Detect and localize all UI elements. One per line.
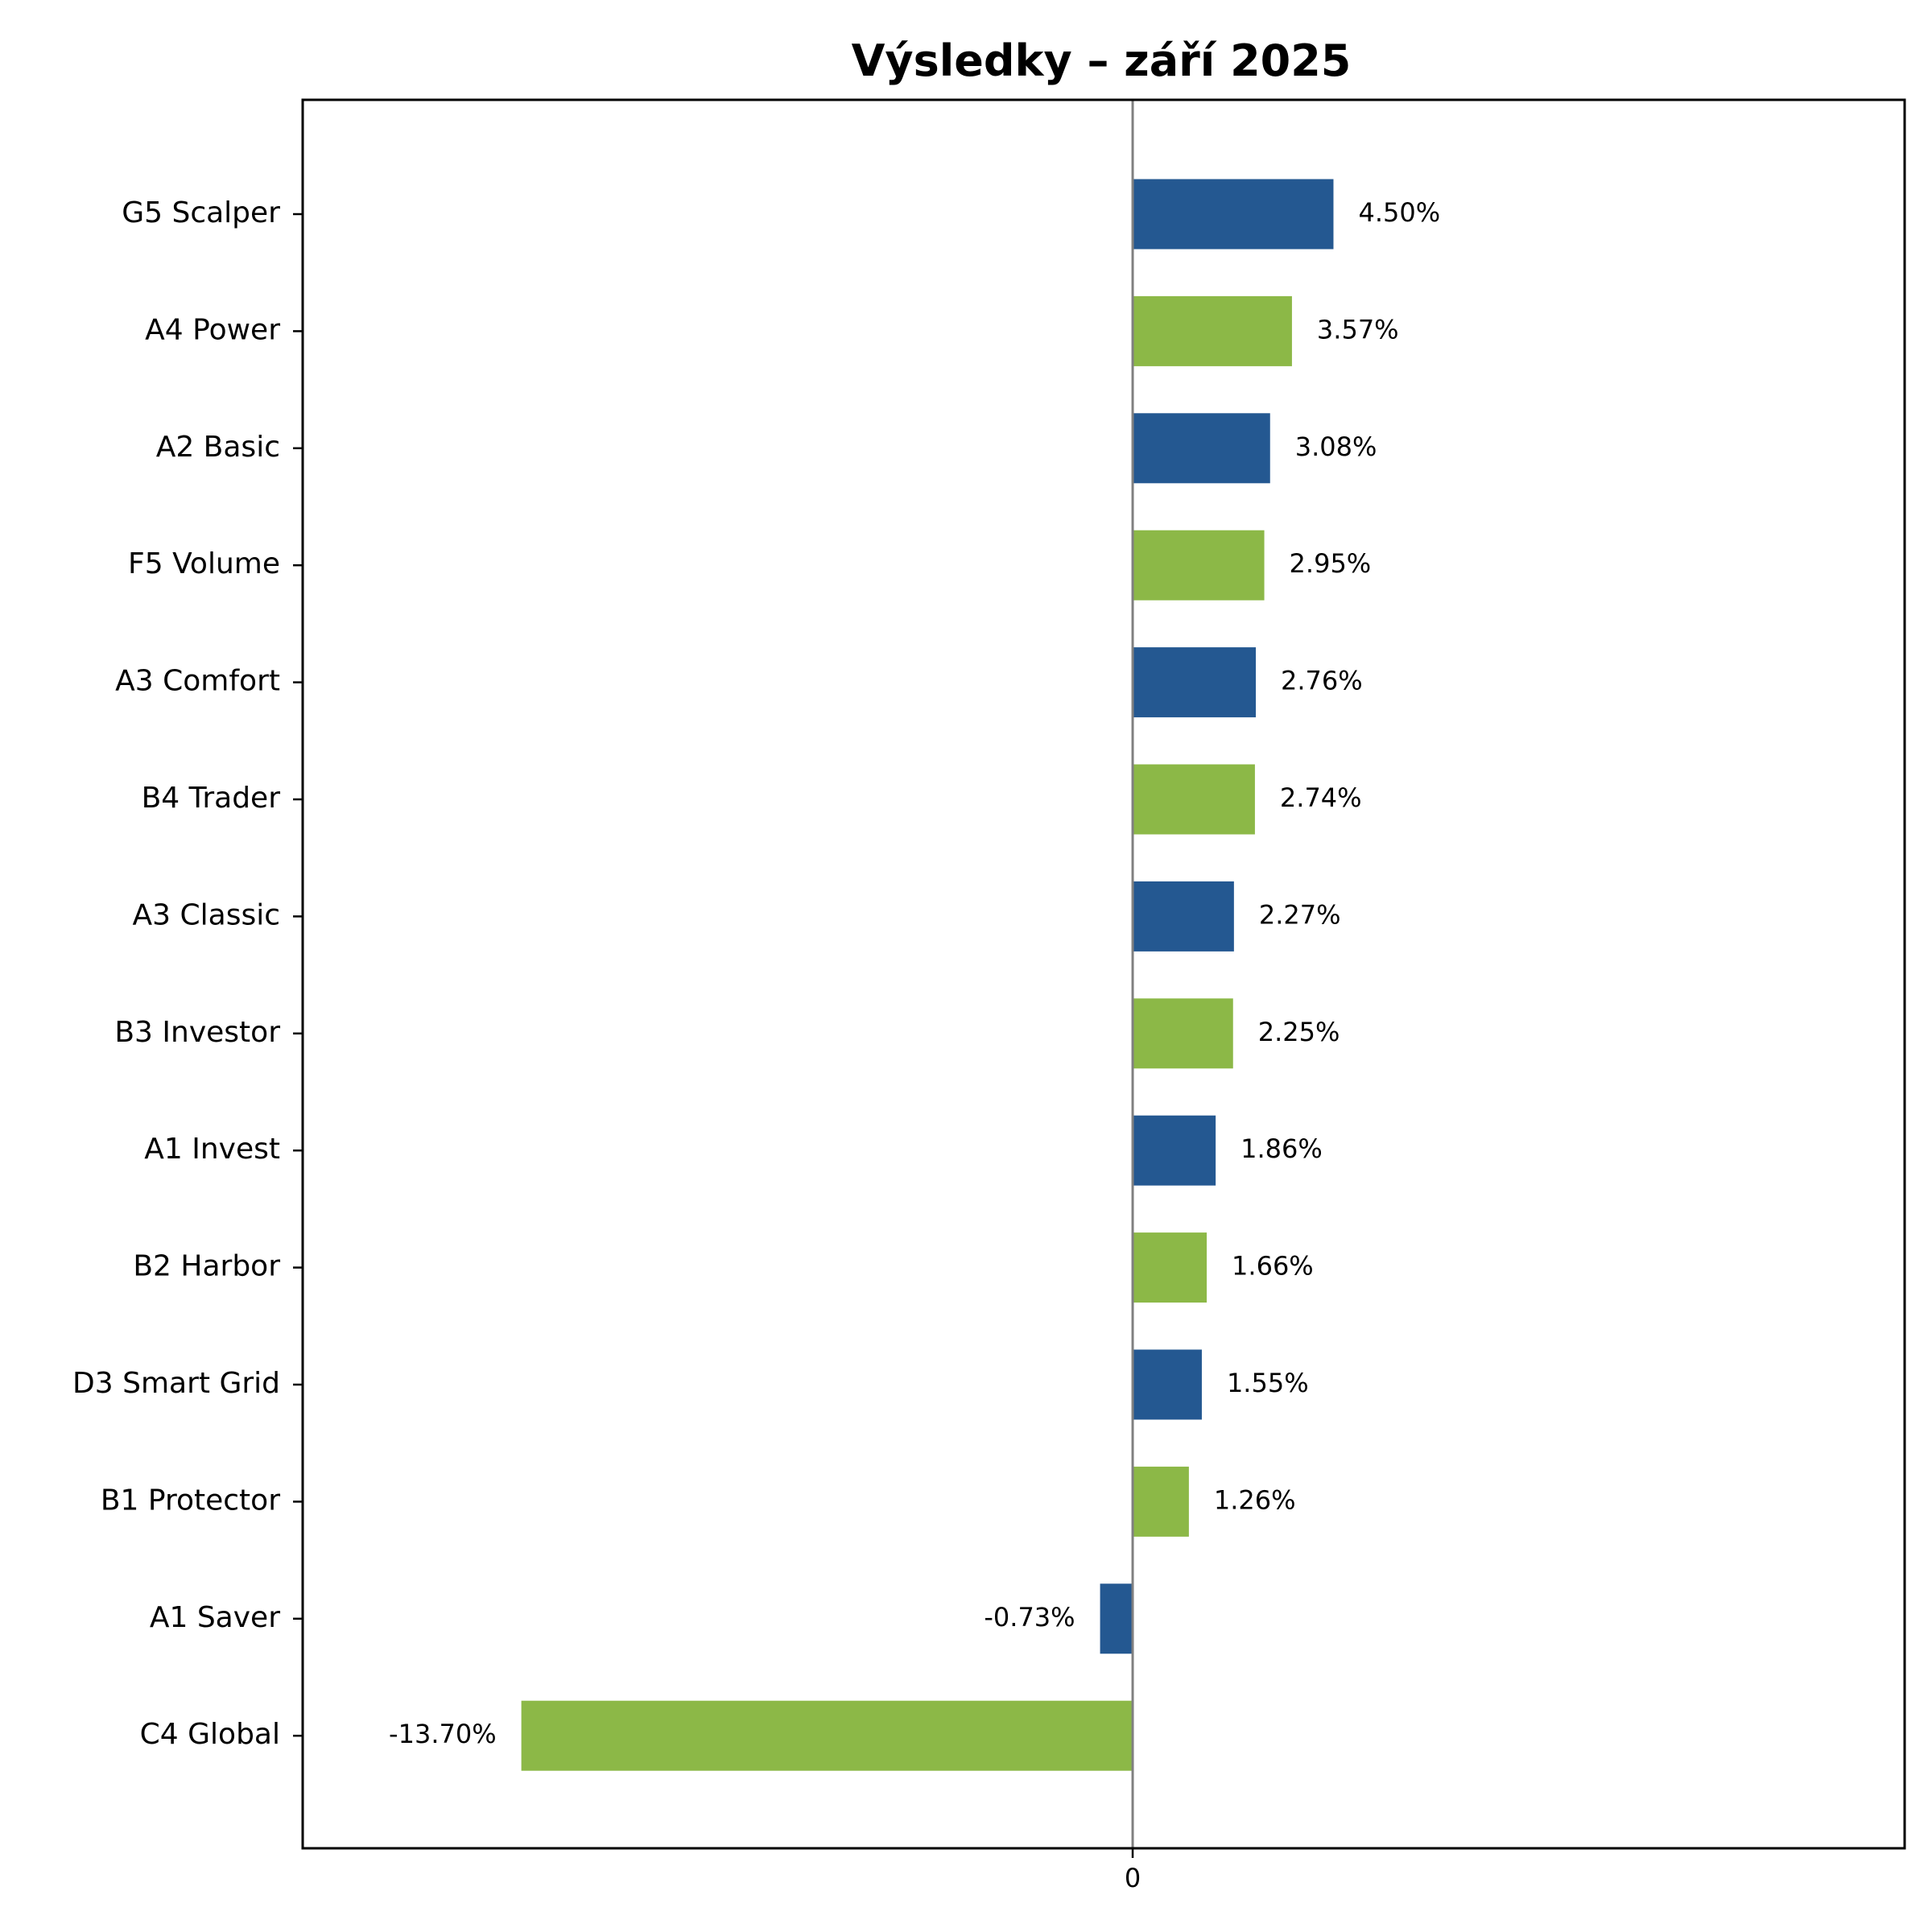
y-tick-label: A2 Basic — [156, 431, 280, 464]
bar — [1133, 530, 1265, 601]
bar-value-label: 1.66% — [1232, 1251, 1314, 1282]
y-tick-label: B2 Harbor — [133, 1250, 280, 1283]
y-tick-label: C4 Global — [140, 1718, 280, 1751]
bar-value-label: -0.73% — [984, 1602, 1075, 1633]
bar — [1100, 1583, 1133, 1654]
bar — [1133, 1466, 1189, 1537]
bar-value-label: 2.74% — [1280, 782, 1362, 813]
plot-frame — [301, 98, 1906, 1850]
y-tick-label: D3 Smart Grid — [72, 1367, 280, 1400]
bar — [1133, 998, 1233, 1069]
y-tick-label: F5 Volume — [128, 547, 280, 580]
bar — [1133, 413, 1270, 484]
bar — [1133, 764, 1255, 835]
y-tick-label: G5 Scalper — [122, 196, 280, 229]
bar — [521, 1700, 1133, 1771]
y-tick-label: A1 Invest — [144, 1133, 280, 1166]
bar-value-label: 4.50% — [1358, 197, 1440, 228]
bar — [1133, 1349, 1202, 1420]
y-tick-label: A1 Saver — [150, 1601, 280, 1634]
y-tick-label: A4 Power — [145, 313, 280, 346]
chart-title: Výsledky – září 2025 — [852, 35, 1352, 86]
y-tick-label: B3 Investor — [114, 1016, 280, 1049]
y-tick-label: A3 Classic — [133, 898, 280, 931]
bar-value-label: 2.76% — [1281, 666, 1363, 696]
bars-layer: 4.50% 3.57% 3.08% 2.95% 2.76% 2.74% 2.27% 2.25%… — [389, 179, 1440, 1771]
bar — [1133, 647, 1257, 718]
bar-value-label: -13.70% — [389, 1719, 497, 1749]
bar-value-label: 2.95% — [1290, 548, 1372, 579]
bar — [1133, 881, 1234, 952]
bar — [1133, 1115, 1216, 1186]
bar-value-label: 3.57% — [1317, 314, 1399, 345]
bar-value-label: 1.26% — [1214, 1484, 1296, 1515]
y-tick-label: A3 Comfort — [115, 665, 280, 698]
x-tick-label: 0 — [1125, 1863, 1141, 1893]
y-tick-label: B1 Protector — [101, 1484, 280, 1517]
bar-value-label: 1.86% — [1241, 1133, 1323, 1164]
bar-value-label: 2.27% — [1259, 899, 1341, 930]
y-tick-label: B4 Trader — [142, 782, 281, 815]
bar-value-label: 2.25% — [1258, 1017, 1340, 1047]
bar-value-label: 1.55% — [1227, 1368, 1309, 1398]
bar — [1133, 295, 1292, 366]
ticks-layer: G5 Scalper A4 Power A2 Basic F5 Volume A3 Co… — [72, 196, 1141, 1893]
bar-value-label: 3.08% — [1295, 431, 1377, 462]
bar — [1133, 179, 1334, 250]
bar — [1133, 1232, 1208, 1303]
